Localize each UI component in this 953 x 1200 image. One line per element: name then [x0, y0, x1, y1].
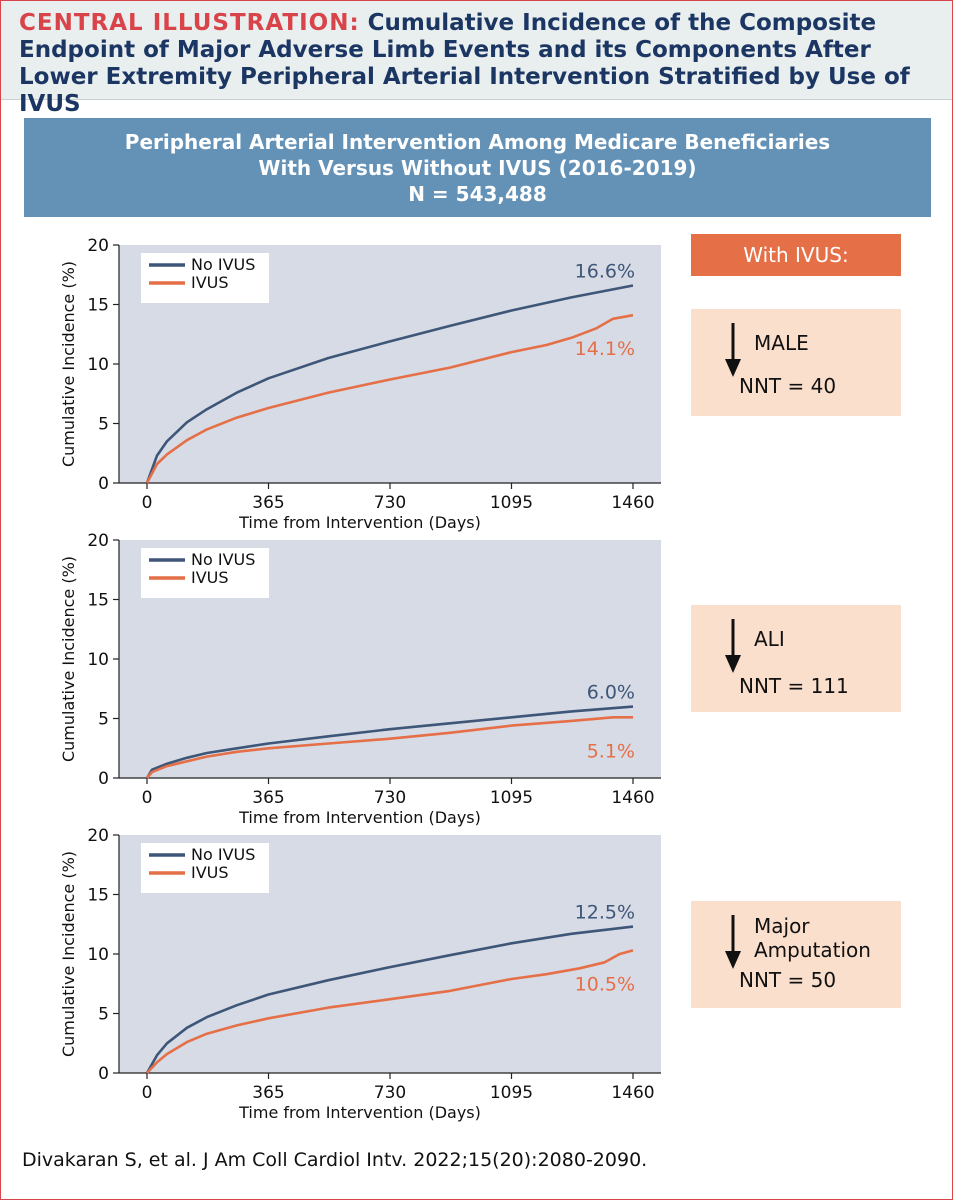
header-text: CENTRAL ILLUSTRATION: Cumulative Inciden… [19, 10, 939, 118]
y-tick-label: 20 [87, 826, 109, 846]
no-ivus-end-label: 6.0% [587, 682, 635, 704]
endpoint-name-line-1: Major [754, 914, 810, 938]
header-title: Cumulative Incidence of the Composite En… [19, 10, 910, 117]
x-tick-label: 730 [374, 1083, 406, 1103]
y-tick-label: 5 [98, 415, 109, 435]
x-axis-title: Time from Intervention (Days) [238, 513, 481, 532]
x-tick-label: 1460 [611, 493, 654, 513]
y-tick-label: 0 [98, 474, 109, 494]
amputation-nnt-box: Major Amputation NNT = 50 [691, 901, 901, 1008]
no-ivus-line [145, 925, 634, 1074]
chart-svg: 0 5 10 15 20 0 365 730 1095 1460 Time from Interve… [59, 826, 661, 1122]
chart-svg: 0 5 10 15 20 0 365 730 1095 1460 Time from Interve… [59, 531, 661, 827]
ivus-line [146, 716, 633, 779]
y-axis-title: Cumulative Incidence (%) [59, 261, 78, 467]
ivus-end-label: 10.5% [575, 973, 635, 995]
x-axis-title: Time from Intervention (Days) [238, 1103, 481, 1122]
x-tick-label: 1095 [490, 788, 533, 808]
banner-line-3: N = 543,488 [408, 182, 547, 206]
study-banner: Peripheral Arterial Intervention Among M… [24, 118, 931, 217]
y-tick-label: 15 [87, 296, 109, 316]
chart-male: 0 5 10 15 20 0 365 730 1095 1460 Time from Interve… [1, 233, 681, 533]
legend-box [141, 843, 269, 893]
ali-nnt-box: ALI NNT = 111 [691, 605, 901, 712]
y-tick-label: 15 [87, 886, 109, 906]
x-tick-label: 0 [142, 493, 153, 513]
legend-label: IVUS [191, 273, 229, 292]
male-nnt-box: MALE NNT = 40 [691, 309, 901, 416]
ivus-end-label: 14.1% [575, 338, 635, 360]
legend-label: IVUS [191, 863, 229, 882]
x-tick-label: 730 [374, 788, 406, 808]
legend-label: IVUS [191, 568, 229, 587]
legend-box [141, 253, 269, 303]
endpoint-name: MALE [754, 331, 809, 355]
no-ivus-line [145, 284, 634, 484]
nnt-value: NNT = 50 [739, 968, 837, 992]
y-tick-label: 10 [87, 650, 109, 670]
y-tick-label: 5 [98, 710, 109, 730]
y-tick-label: 20 [87, 531, 109, 551]
x-tick-label: 1095 [490, 1083, 533, 1103]
down-arrow-icon [725, 619, 741, 673]
ivus-end-label: 5.1% [587, 740, 635, 762]
nnt-value: NNT = 111 [739, 674, 849, 698]
down-arrow-icon [725, 915, 741, 969]
with-ivus-title: With IVUS: [691, 234, 901, 276]
y-tick-label: 15 [87, 591, 109, 611]
chart-svg: 0 5 10 15 20 0 365 730 1095 1460 Time from Interve… [59, 236, 661, 532]
y-tick-label: 10 [87, 355, 109, 375]
x-tick-label: 1460 [611, 788, 654, 808]
banner-line-2: With Versus Without IVUS (2016-2019) [258, 156, 697, 180]
x-tick-label: 365 [252, 1083, 284, 1103]
x-tick-label: 1095 [490, 493, 533, 513]
ivus-line [145, 313, 634, 484]
legend-label: No IVUS [191, 845, 255, 864]
chart-major-amputation: 0 5 10 15 20 0 365 730 1095 1460 Time from Interve… [1, 823, 681, 1123]
endpoint-name-line-2: Amputation [754, 938, 871, 962]
y-tick-label: 0 [98, 769, 109, 789]
x-tick-label: 365 [252, 493, 284, 513]
y-tick-label: 20 [87, 236, 109, 256]
legend-label: No IVUS [191, 255, 255, 274]
endpoint-name: ALI [754, 627, 785, 651]
banner-line-1: Peripheral Arterial Intervention Among M… [124, 130, 831, 154]
legend-label: No IVUS [191, 550, 255, 569]
no-ivus-end-label: 12.5% [575, 902, 635, 924]
no-ivus-end-label: 16.6% [575, 260, 635, 282]
y-tick-label: 0 [98, 1064, 109, 1084]
down-arrow-icon [725, 323, 741, 377]
x-tick-label: 365 [252, 788, 284, 808]
nnt-value: NNT = 40 [739, 374, 837, 398]
y-axis-title: Cumulative Incidence (%) [59, 556, 78, 762]
ivus-line [146, 949, 634, 1074]
chart-ali: 0 5 10 15 20 0 365 730 1095 1460 Time from Interve… [1, 528, 681, 828]
legend-box [141, 548, 269, 598]
y-axis-title: Cumulative Incidence (%) [59, 851, 78, 1057]
citation: Divakaran S, et al. J Am Coll Cardiol In… [22, 1149, 648, 1171]
no-ivus-line [145, 705, 634, 779]
header: CENTRAL ILLUSTRATION: Cumulative Inciden… [1, 1, 952, 117]
y-tick-label: 5 [98, 1005, 109, 1025]
x-tick-label: 0 [142, 788, 153, 808]
x-tick-label: 730 [374, 493, 406, 513]
header-label: CENTRAL ILLUSTRATION: [19, 10, 360, 36]
x-tick-label: 0 [142, 1083, 153, 1103]
x-tick-label: 1460 [611, 1083, 654, 1103]
x-axis-title: Time from Intervention (Days) [238, 808, 481, 827]
y-tick-label: 10 [87, 945, 109, 965]
